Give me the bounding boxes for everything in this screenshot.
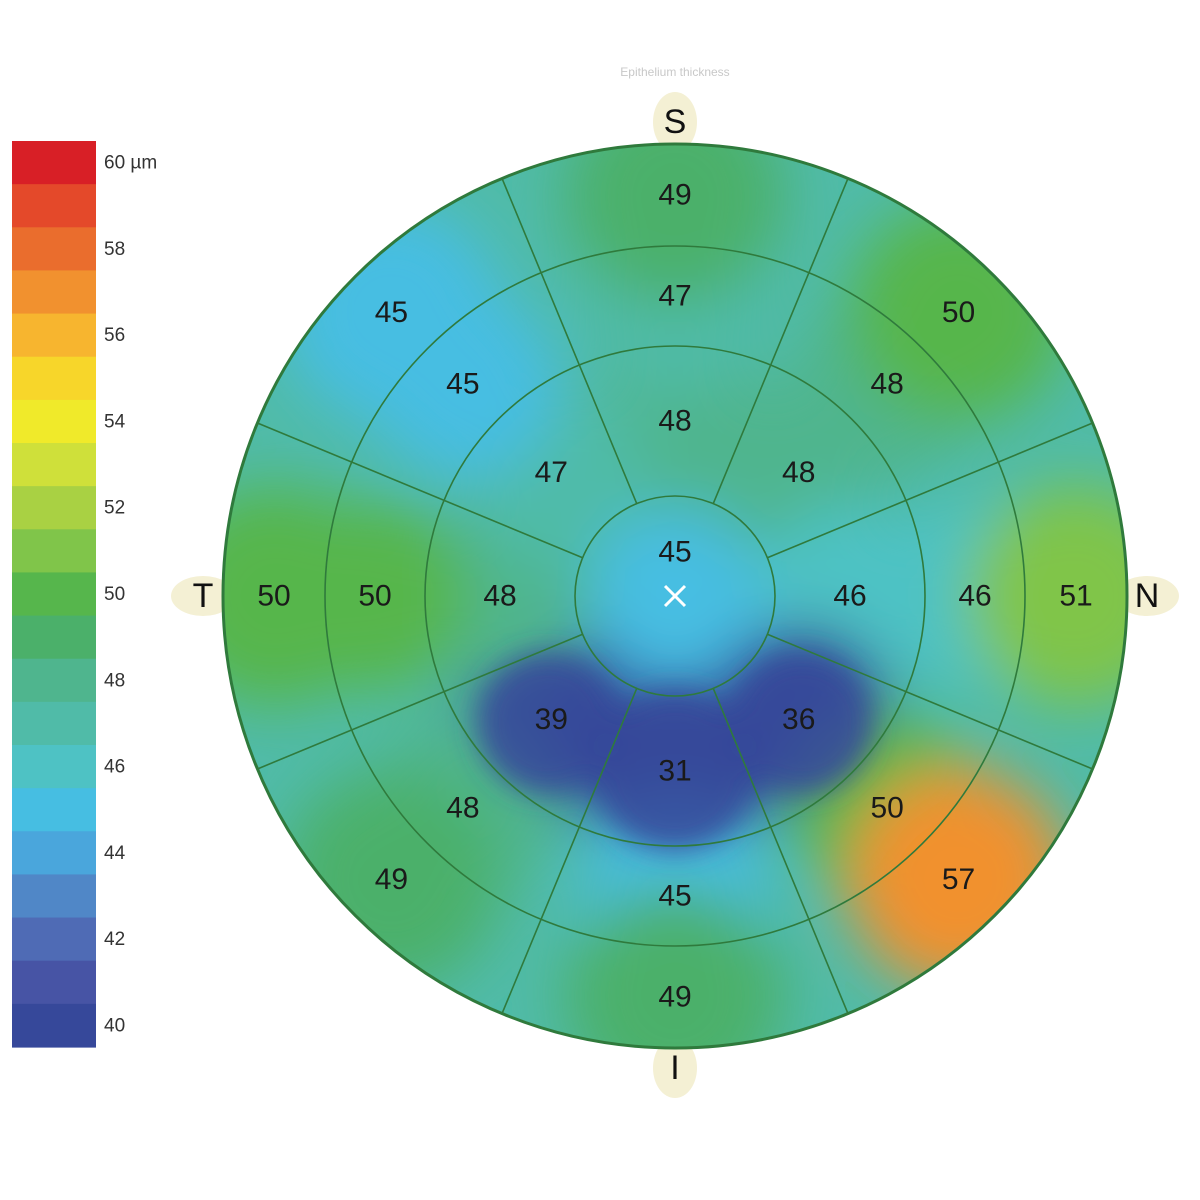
grid-spoke (501, 178, 638, 504)
faint-caption: Epithelium thickness (620, 65, 729, 79)
legend-swatch (12, 917, 96, 962)
legend-swatch (12, 227, 96, 272)
legend-tick-label: 52 (104, 498, 125, 519)
zone-value-label: 46 (833, 580, 866, 613)
zone-value-labels: 45 48 48 46 36 31 39 48 47 47 48 46 50 45 48 50 45 49 50 51… (257, 179, 1092, 1014)
orientation-tab (653, 92, 697, 152)
legend-tick-label: 58 (104, 239, 125, 260)
zone-value-label: 47 (658, 280, 691, 313)
zone-value-label: 49 (658, 179, 691, 212)
legend-swatch (12, 874, 96, 919)
zone-value-label: 39 (535, 703, 568, 736)
grid-spoke (767, 633, 1093, 770)
legend-swatch (12, 572, 96, 617)
zone-value-label: 50 (942, 296, 975, 329)
grid-ring (221, 142, 1129, 1050)
center-marker (663, 584, 687, 608)
legend-tick-label: 56 (104, 325, 125, 346)
legend-tick-label: 42 (104, 929, 125, 950)
color-scale-legend: 60 µm 58 56 54 52 50 48 46 44 42 40 (12, 141, 157, 1048)
orientation-letter: N (1135, 577, 1160, 615)
grid-spoke (257, 422, 583, 559)
legend-swatch (12, 529, 96, 574)
zone-value-label: 31 (658, 755, 691, 788)
orientation-letters: S I T N (193, 103, 1160, 1087)
legend-tick-label: 60 µm (104, 153, 157, 174)
legend-tick-label: 46 (104, 757, 125, 778)
zone-value-label: 48 (483, 580, 516, 613)
zone-value-label: 48 (658, 405, 691, 438)
grid-ring (324, 245, 1026, 947)
grid-spoke (257, 633, 583, 770)
zone-value-label: 46 (958, 580, 991, 613)
legend-swatch (12, 399, 96, 444)
heat-blob (595, 691, 755, 851)
heat-blob (477, 653, 618, 794)
legend-swatch (12, 270, 96, 315)
zone-value-label: 45 (446, 367, 479, 400)
orientation-tabs (171, 92, 1179, 1098)
zone-value-label: 47 (535, 456, 568, 489)
zone-value-label: 50 (257, 580, 290, 613)
zone-value-label: 36 (782, 703, 815, 736)
legend-swatch (12, 615, 96, 660)
legend-swatch (12, 356, 96, 401)
legend-tick-label: 54 (104, 411, 126, 432)
zone-value-label: 49 (658, 981, 691, 1014)
orientation-letter: S (664, 103, 687, 141)
zone-value-label: 45 (658, 880, 691, 913)
zone-value-label: 57 (942, 863, 975, 896)
grid-spoke (501, 688, 638, 1014)
zone-value-label: 50 (358, 580, 391, 613)
legend-swatch (12, 831, 96, 876)
legend-tick-label: 40 (104, 1016, 125, 1037)
legend-swatch (12, 658, 96, 703)
legend-swatch (12, 443, 96, 487)
legend-swatch (12, 313, 96, 358)
zone-value-label: 48 (870, 367, 903, 400)
orientation-letter: T (193, 577, 214, 615)
legend-swatch (12, 184, 96, 228)
sector-grid (221, 142, 1129, 1050)
heat-field (223, 144, 1127, 1048)
orientation-tab (171, 576, 235, 616)
legend-swatch (12, 1003, 96, 1048)
legend-swatch (12, 486, 96, 530)
legend-swatch (12, 745, 96, 789)
legend-swatch (12, 960, 96, 1005)
grid-spoke (712, 688, 849, 1014)
legend-swatch (12, 141, 96, 185)
grid-spoke (712, 178, 849, 504)
orientation-tab (1115, 576, 1179, 616)
orientation-letter: I (670, 1049, 679, 1087)
zone-value-label: 50 (870, 792, 903, 825)
legend-tick-label: 48 (104, 670, 125, 691)
grid-ring (574, 495, 776, 697)
zone-value-label: 45 (375, 296, 408, 329)
legend-tick-label: 44 (104, 843, 126, 864)
zone-value-label: 48 (446, 792, 479, 825)
zone-value-label: 49 (375, 863, 408, 896)
legend-swatch (12, 788, 96, 832)
zone-value-label: 48 (782, 456, 815, 489)
zone-value-label: 51 (1059, 580, 1092, 613)
legend-swatch (12, 701, 96, 746)
heat-blob (732, 653, 873, 794)
legend-tick-label: 50 (104, 584, 125, 605)
zone-value-center: 45 (658, 536, 691, 569)
grid-ring (424, 345, 926, 847)
grid-spoke (767, 422, 1093, 559)
orientation-tab (653, 1038, 697, 1098)
